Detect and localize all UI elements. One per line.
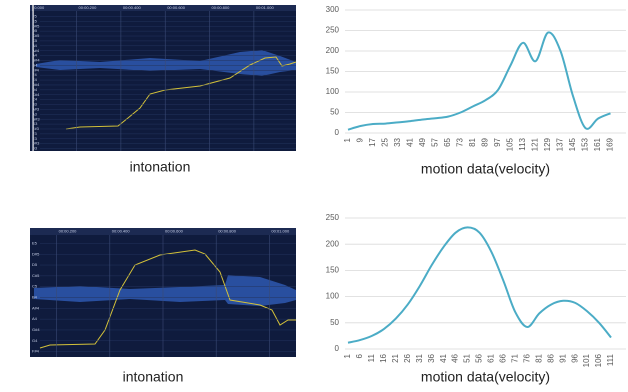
- x-tick-label: 86: [546, 353, 555, 362]
- x-tick-label: 81: [468, 137, 477, 146]
- time-label: 00:01.000: [271, 229, 290, 234]
- note-label: D3: [32, 146, 38, 151]
- time-label: 00:00.400: [123, 5, 142, 10]
- y-tick-label: 250: [326, 213, 340, 222]
- note-label: D#5: [32, 251, 40, 256]
- x-tick-label: 9: [356, 137, 365, 142]
- figure: intonation intonation F5E5D#5D5C#5C5B4A#…: [0, 0, 628, 392]
- x-tick-label: 57: [431, 137, 440, 146]
- note-label: C5: [32, 284, 38, 289]
- x-tick-label: 21: [391, 353, 400, 362]
- x-tick-label: 113: [518, 137, 527, 150]
- x-tick-label: 137: [556, 137, 565, 151]
- x-tick-label: 96: [570, 353, 579, 362]
- note-label: G4: [32, 338, 38, 343]
- time-label: 00:00.200: [79, 5, 98, 10]
- x-tick-label: 153: [581, 137, 590, 151]
- note-label: G#4: [32, 327, 40, 332]
- x-tick-label: 161: [593, 137, 602, 151]
- y-tick-label: 0: [335, 344, 340, 353]
- caption: intonation: [123, 369, 184, 385]
- time-label: 00:00.200: [59, 229, 78, 234]
- time-label: 00:00.400: [112, 229, 131, 234]
- x-tick-label: 17: [368, 137, 377, 146]
- x-tick-label: 129: [543, 137, 552, 151]
- x-axis-title: motion data(velocity): [421, 161, 550, 177]
- x-tick-label: 33: [393, 137, 402, 146]
- note-label: D5: [32, 262, 38, 267]
- time-label: 00:01.000: [256, 5, 275, 10]
- y-tick-label: 0: [335, 128, 340, 137]
- x-tick-label: 41: [406, 137, 415, 146]
- x-tick-label: 1: [343, 353, 352, 358]
- y-tick-label: 200: [326, 46, 340, 55]
- time-label: 0.000: [34, 5, 45, 10]
- x-tick-label: 91: [558, 353, 567, 362]
- x-tick-label: 51: [463, 353, 472, 362]
- y-tick-label: 150: [326, 266, 340, 275]
- x-tick-label: 49: [418, 137, 427, 146]
- y-tick-label: 250: [326, 26, 340, 35]
- x-tick-label: 56: [475, 353, 484, 362]
- x-tick-label: 66: [499, 353, 508, 362]
- time-label: 00:00.800: [212, 5, 231, 10]
- x-tick-label: 105: [506, 137, 515, 151]
- note-label: A4: [32, 316, 38, 321]
- caption: intonation: [130, 159, 191, 175]
- x-tick-label: 25: [381, 137, 390, 146]
- x-tick-label: 71: [511, 353, 520, 362]
- time-label: 00:00.800: [218, 229, 237, 234]
- data-line: [348, 227, 611, 342]
- note-label: C#5: [32, 273, 40, 278]
- x-tick-label: 46: [451, 353, 460, 362]
- x-tick-label: 121: [531, 137, 540, 151]
- x-tick-label: 6: [355, 353, 364, 358]
- x-tick-label: 1: [343, 137, 352, 142]
- x-tick-label: 11: [367, 353, 376, 362]
- x-tick-label: 97: [493, 137, 502, 146]
- y-tick-label: 200: [326, 239, 340, 248]
- y-tick-label: 50: [330, 108, 339, 117]
- x-tick-label: 145: [568, 137, 577, 151]
- time-label: 00:00.600: [167, 5, 186, 10]
- x-tick-label: 73: [456, 137, 465, 146]
- x-axis-title: motion data(velocity): [421, 369, 550, 385]
- x-tick-label: 26: [403, 353, 412, 362]
- time-label: 00:00.600: [165, 229, 184, 234]
- x-tick-label: 41: [439, 353, 448, 362]
- note-label: F#4: [32, 349, 40, 354]
- x-tick-label: 111: [606, 353, 615, 366]
- y-tick-label: 300: [326, 5, 340, 14]
- data-line: [348, 32, 611, 129]
- x-tick-label: 16: [379, 353, 388, 362]
- x-tick-label: 65: [443, 137, 452, 146]
- y-tick-label: 50: [330, 318, 339, 327]
- note-label: B4: [32, 295, 38, 300]
- y-tick-label: 100: [326, 87, 340, 96]
- note-label: A#4: [32, 305, 40, 310]
- x-tick-label: 101: [582, 353, 591, 367]
- x-tick-label: 169: [606, 137, 615, 151]
- x-tick-label: 76: [522, 353, 531, 362]
- x-tick-label: 89: [481, 137, 490, 146]
- x-tick-label: 31: [415, 353, 424, 362]
- y-tick-label: 150: [326, 67, 340, 76]
- x-tick-label: 61: [487, 353, 496, 362]
- x-tick-label: 36: [427, 353, 436, 362]
- x-tick-label: 106: [594, 353, 603, 367]
- note-label: E5: [32, 240, 38, 245]
- y-tick-label: 100: [326, 292, 340, 301]
- x-tick-label: 81: [534, 353, 543, 362]
